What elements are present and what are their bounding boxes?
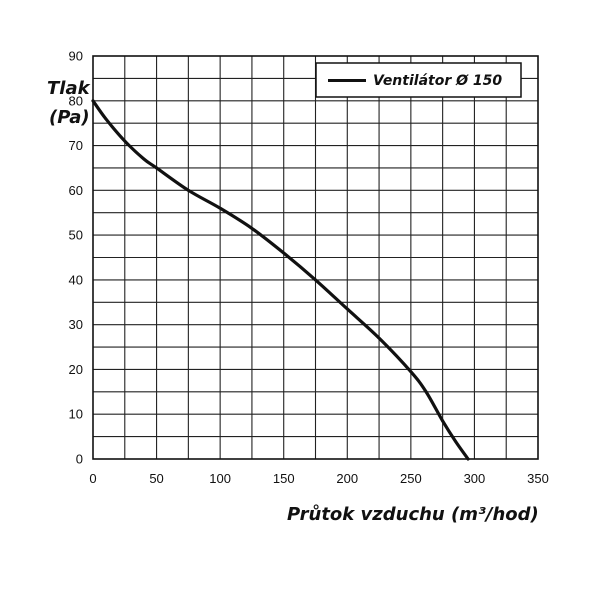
y-tick-label: 80 [69,93,83,108]
data-point [186,188,190,192]
y-tick-label: 20 [69,362,83,377]
series-layer [91,99,470,461]
y-tick-label: 0 [76,452,83,467]
x-tick-label: 200 [336,471,358,486]
data-point [424,390,428,394]
data-point [123,139,127,143]
plot-frame [92,55,539,460]
y-tick-label: 30 [69,317,83,332]
x-axis-title: Průtok vzduchu (m³/hod) [287,504,539,525]
y-tick-label: 40 [69,272,83,287]
data-point [345,307,349,311]
y-tick-label: 90 [69,49,83,64]
x-tick-label: 300 [464,471,486,486]
y-tick-label: 10 [69,407,83,422]
y-tick-label: 50 [69,228,83,243]
data-point [441,419,445,423]
y-axis-title-line2: (Pa) [49,107,90,128]
data-point [314,278,317,282]
x-tick-label: 250 [400,471,422,486]
data-point [250,226,254,230]
y-axis-ticks: 0 10 20 30 40 50 60 70 80 90 [69,49,83,467]
data-point [142,157,146,161]
y-axis-title-line1: Tlak [47,78,91,99]
legend-label: Ventilátor Ø 150 [373,73,502,89]
y-tick-label: 60 [69,183,83,198]
plot-border [92,55,539,460]
x-tick-label: 350 [527,471,549,486]
y-tick-label: 70 [69,138,83,153]
x-axis-ticks: 0 50 100 150 200 250 300 350 [89,471,548,486]
data-point [453,439,457,443]
data-point [377,336,381,340]
data-point [218,206,222,210]
data-point [282,251,286,255]
data-point [155,166,158,170]
x-tick-label: 0 [89,471,96,486]
grid [93,56,538,459]
data-point [104,117,108,121]
data-point [91,99,95,103]
x-tick-label: 150 [273,471,295,486]
data-point [466,457,470,461]
x-tick-label: 50 [149,471,163,486]
legend: Ventilátor Ø 150 [315,62,522,98]
x-tick-label: 100 [209,471,231,486]
data-point [409,370,413,374]
